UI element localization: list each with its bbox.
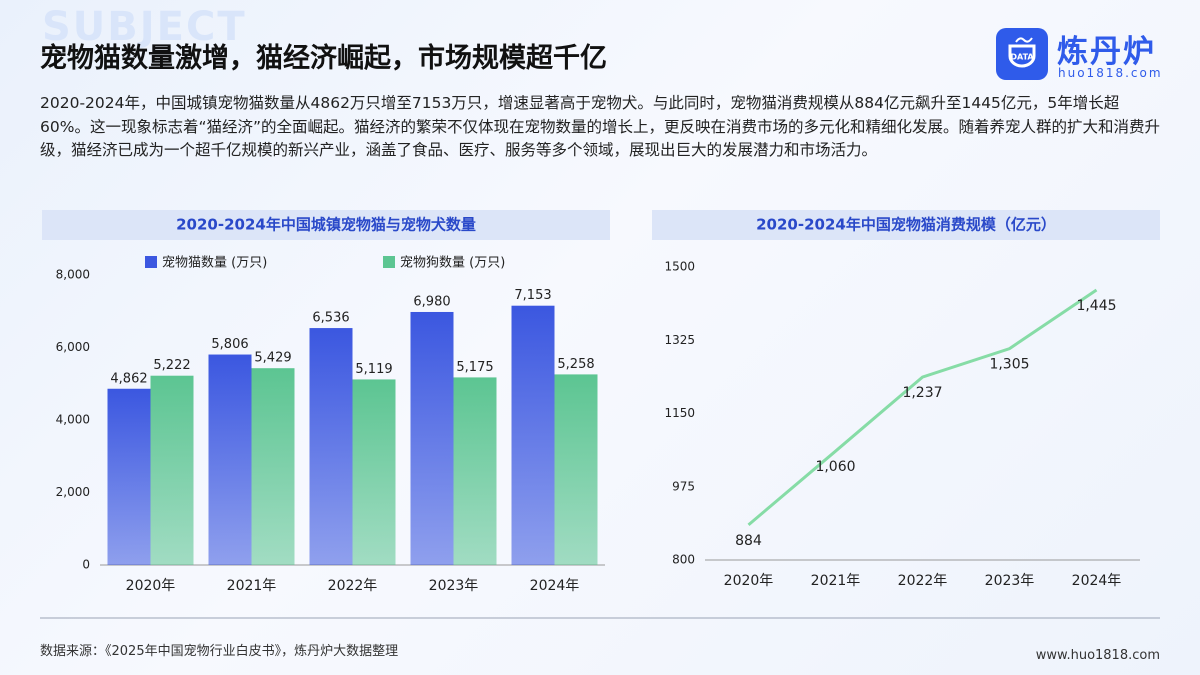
x-tick-label: 2024年 [1072, 573, 1122, 589]
legend-label: 宠物狗数量 (万只) [400, 255, 505, 271]
value-label: 5,175 [456, 360, 493, 375]
legend-swatch [383, 256, 395, 268]
bar [554, 374, 598, 565]
source-note: 数据来源：《2025年中国宠物行业白皮书》，炼丹炉大数据整理 [40, 644, 399, 659]
x-tick-label: 2022年 [328, 578, 378, 594]
x-tick-label: 2022年 [898, 573, 948, 589]
x-tick-label: 2024年 [530, 578, 580, 594]
chart-title: 2020-2024年中国城镇宠物猫与宠物犬数量 [176, 216, 476, 234]
value-label: 6,980 [413, 294, 450, 309]
x-tick-label: 2020年 [724, 573, 774, 589]
y-tick-label: 6,000 [56, 340, 90, 354]
chart-title-bg [42, 210, 610, 240]
y-tick-label: 1500 [664, 260, 695, 274]
legend-swatch [145, 256, 157, 268]
x-tick-label: 2021年 [227, 578, 277, 594]
y-tick-label: 1150 [664, 406, 695, 420]
bar [352, 379, 396, 565]
value-label: 1,305 [989, 357, 1029, 373]
value-label: 5,429 [254, 351, 291, 366]
value-label: 5,222 [153, 358, 190, 373]
bar [251, 368, 295, 565]
value-label: 1,445 [1076, 298, 1116, 314]
bar [150, 375, 194, 565]
watermark: SUBJECT [42, 4, 247, 50]
logo-badge-text: DATA [1010, 53, 1034, 62]
x-tick-label: 2023年 [429, 578, 479, 594]
value-label: 1,060 [815, 459, 855, 475]
summary-paragraph: 2020-2024年，中国城镇宠物猫数量从4862万只增至7153万只，增速显著… [40, 94, 1161, 159]
value-label: 5,119 [355, 362, 392, 377]
bar [309, 328, 353, 565]
x-tick-label: 2020年 [126, 578, 176, 594]
value-label: 5,806 [211, 337, 248, 352]
chart-title-bg [652, 210, 1160, 240]
x-tick-label: 2023年 [985, 573, 1035, 589]
bar [107, 388, 151, 565]
y-tick-label: 0 [82, 558, 90, 572]
logo-badge [996, 28, 1048, 80]
value-label: 6,536 [312, 311, 349, 326]
y-tick-label: 975 [672, 479, 695, 493]
bar [208, 354, 252, 565]
value-label: 884 [735, 533, 762, 549]
y-tick-label: 800 [672, 553, 695, 567]
y-tick-label: 2,000 [56, 485, 90, 499]
bar [453, 377, 497, 565]
logo-cup [1008, 44, 1036, 68]
value-label: 4,862 [110, 371, 147, 386]
y-tick-label: 8,000 [56, 268, 90, 282]
value-label: 7,153 [514, 288, 551, 303]
y-tick-label: 4,000 [56, 413, 90, 427]
legend-label: 宠物猫数量 (万只) [162, 255, 267, 271]
bar [410, 311, 454, 565]
line [747, 288, 1098, 526]
value-label: 1,237 [902, 385, 942, 401]
logo-url: huo1818.com [1058, 66, 1163, 80]
chart-title: 2020-2024年中国宠物猫消费规模（亿元） [756, 216, 1056, 234]
y-tick-label: 1325 [664, 333, 695, 347]
logo-name: 炼丹炉 [1057, 34, 1156, 70]
logo-steam [1015, 37, 1033, 43]
bar [511, 305, 555, 565]
value-label: 5,258 [557, 357, 594, 372]
website: www.huo1818.com [1035, 648, 1160, 663]
x-tick-label: 2021年 [811, 573, 861, 589]
page-title: 宠物猫数量激增，猫经济崛起，市场规模超千亿 [40, 43, 607, 74]
